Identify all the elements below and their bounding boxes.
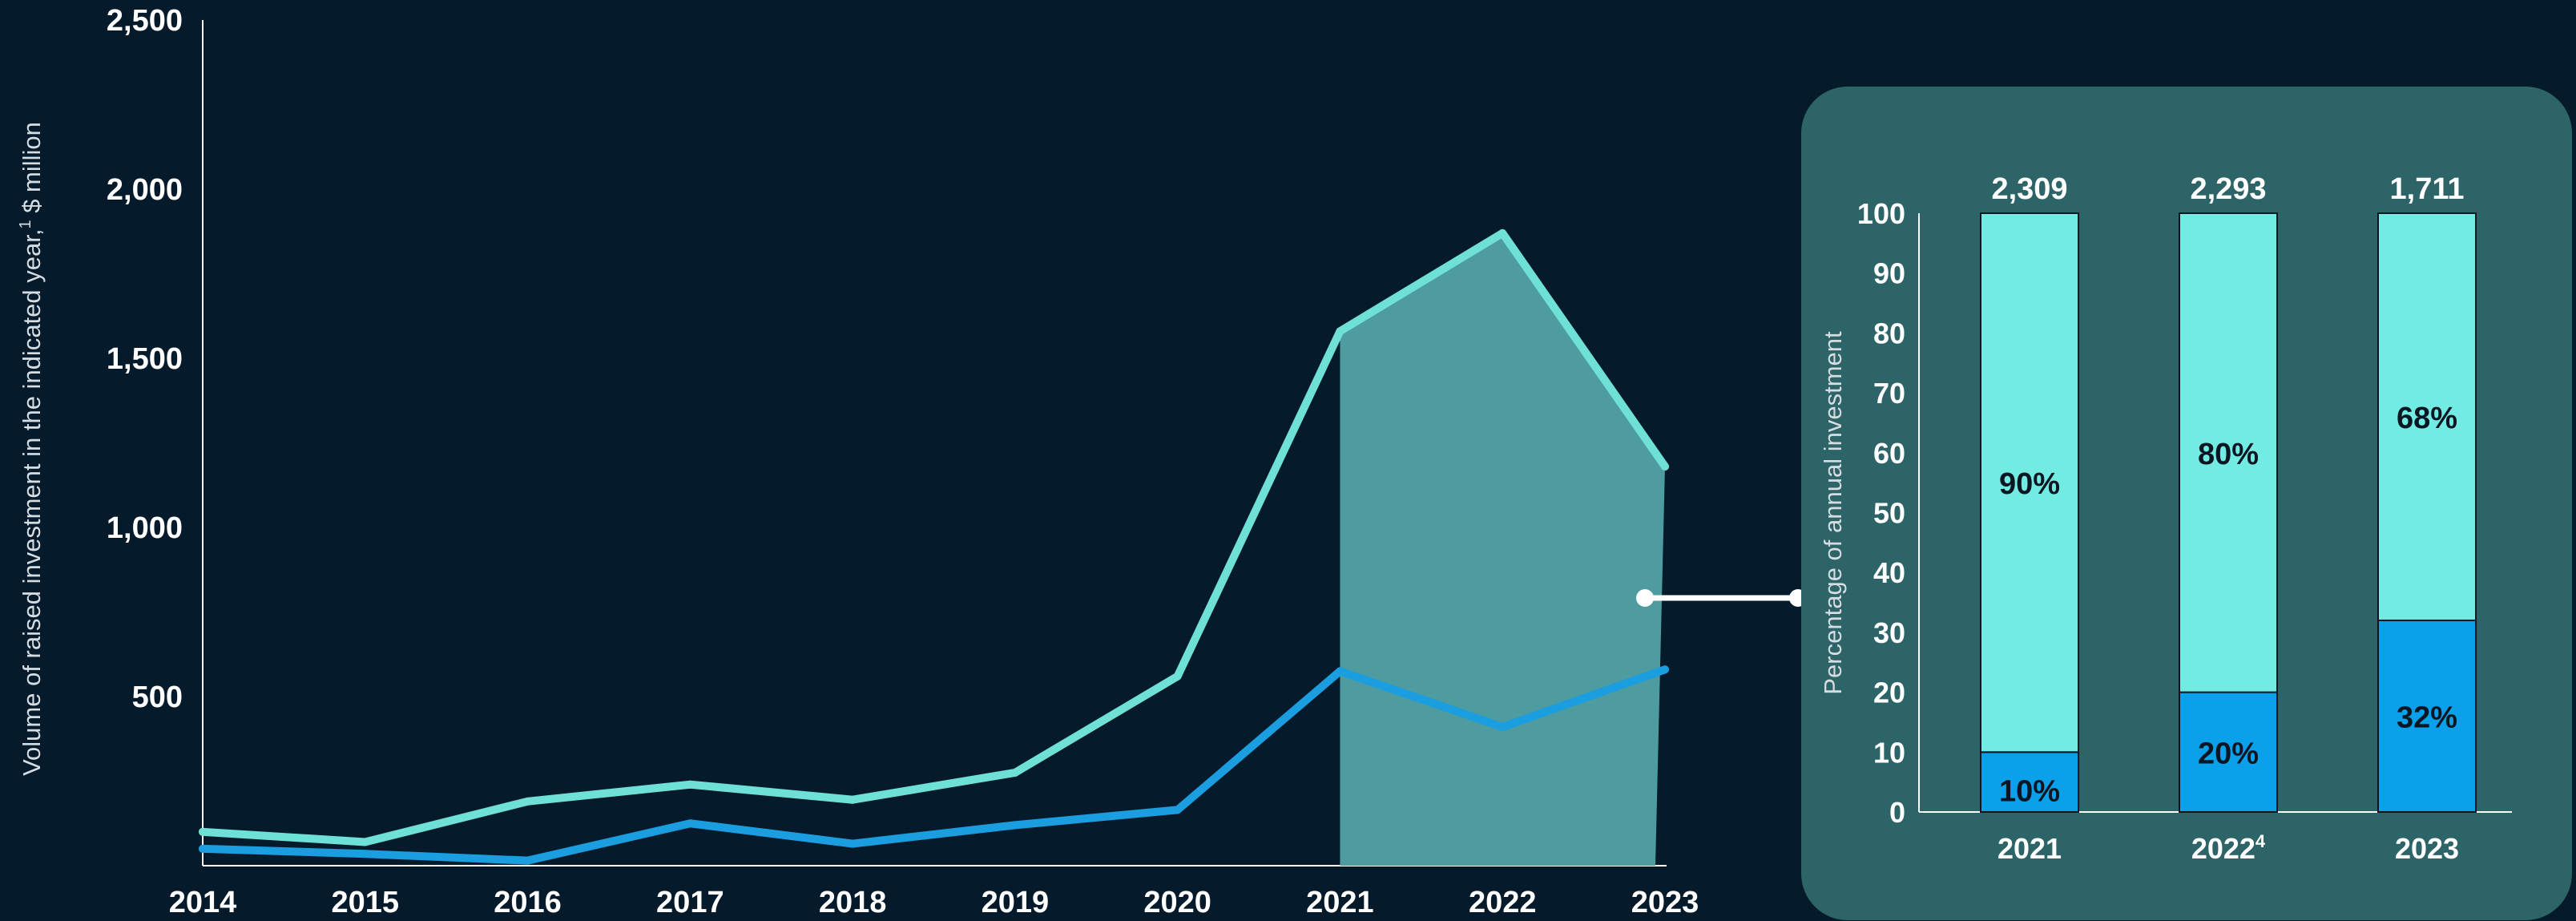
y-axis-title: Volume of raised investment in the indic… [17,122,46,776]
data-point [686,780,695,789]
x-tick-label: 2022 [1469,886,1537,919]
bar-total-label: 1,711 [2390,172,2465,206]
x-tick-label: 2023 [1631,886,1699,919]
y-tick-label: 1,500 [107,342,183,376]
data-point [361,838,369,846]
x-tick-label: 2019 [982,886,1050,919]
line-chart: 500 1,000 1,500 2,000 2,500 2014 2015 2016 2017… [17,4,1699,919]
bar-value-label: 90% [1999,467,2060,501]
bar-y-tick-label: 10 [1873,736,1905,769]
data-point [1661,463,1669,471]
bar-segment-top [2377,212,2477,621]
y-tick-label: 2,000 [107,173,183,207]
bar-segment-bottom [2179,691,2278,813]
y-tick-label: 2,500 [107,4,183,38]
bar-segment-bottom [2377,619,2477,814]
data-point [199,827,207,836]
bar-value-label: 10% [1999,775,2060,809]
bar-y-tick-label: 20 [1873,677,1905,709]
bar-y-tick-label: 100 [1857,197,1905,230]
data-point [523,797,532,806]
bar-segment-top [2179,212,2278,693]
x-tick-label: 2017 [656,886,724,919]
data-point [686,819,695,828]
bar-y-axis-title: Percentage of annual investment [1819,331,1847,695]
data-point [1010,768,1019,777]
x-tick-labels: 2014 2015 2016 2017 2018 2019 2020 2021 2022 2023 [169,886,1699,919]
bar-total-label: 2,293 [2190,172,2266,206]
x-tick-label: 2016 [494,886,562,919]
y-tick-label: 1,000 [107,511,183,545]
bar-category-label: 2021 [1998,832,2062,865]
series-line-upper [199,228,1669,846]
series-line-lower [199,665,1669,865]
data-point [1498,722,1507,731]
bar-y-tick-label: 30 [1873,616,1905,649]
connector-dot-left [1636,589,1654,607]
bar-y-tick-label: 90 [1873,257,1905,290]
data-point [1010,821,1019,830]
x-tick-label: 2020 [1143,886,1211,919]
bar-y-tick-label: 70 [1873,377,1905,410]
x-tick-label: 2014 [169,886,237,919]
series-lines [199,228,1669,865]
x-tick-label: 2018 [819,886,887,919]
bar-y-tick-label: 80 [1873,317,1905,349]
bars: 10% 90% 2,309 2021 20% 80% 2,293 20224 32% 68% 1,7… [1980,172,2477,865]
x-tick-label: 2021 [1306,886,1374,919]
data-point [1173,672,1182,681]
bar-category-label: 2023 [2395,832,2459,865]
bar-category-label: 20224 [2191,831,2266,865]
data-point [1336,667,1344,676]
data-point [1336,327,1344,336]
bar-y-tick-label: 50 [1873,497,1905,530]
bar-y-tick-label: 0 [1889,796,1905,829]
bar-total-label: 2,309 [1991,172,2067,206]
bar-y-tick-label: 40 [1873,556,1905,589]
bar-y-tick-labels: 0 10 20 30 40 50 60 70 80 90 100 [1857,197,1905,829]
y-tick-labels: 500 1,000 1,500 2,000 2,500 [107,4,183,714]
data-point [361,850,369,858]
x-tick-label: 2015 [332,886,400,919]
data-point [199,844,207,853]
data-point [1173,806,1182,814]
data-point [523,856,532,865]
bar-segment-top [1980,212,2079,753]
data-point [849,839,857,848]
bar-y-tick-label: 60 [1873,437,1905,470]
y-tick-label: 500 [132,681,183,714]
highlight-area-group [1340,232,1665,866]
highlight-area [1340,232,1665,866]
data-point [849,795,857,804]
bar-value-label: 20% [2198,737,2259,770]
bar-segment-bottom [1980,751,2079,813]
bar-value-label: 68% [2397,402,2457,435]
data-point [1661,665,1669,674]
stacked-bar-chart: 0 10 20 30 40 50 60 70 80 90 100 10% 90% 2,309 2021 20… [1801,87,2572,920]
bar-value-label: 32% [2397,701,2457,734]
bar-value-label: 80% [2198,438,2259,471]
data-point [1498,228,1507,237]
